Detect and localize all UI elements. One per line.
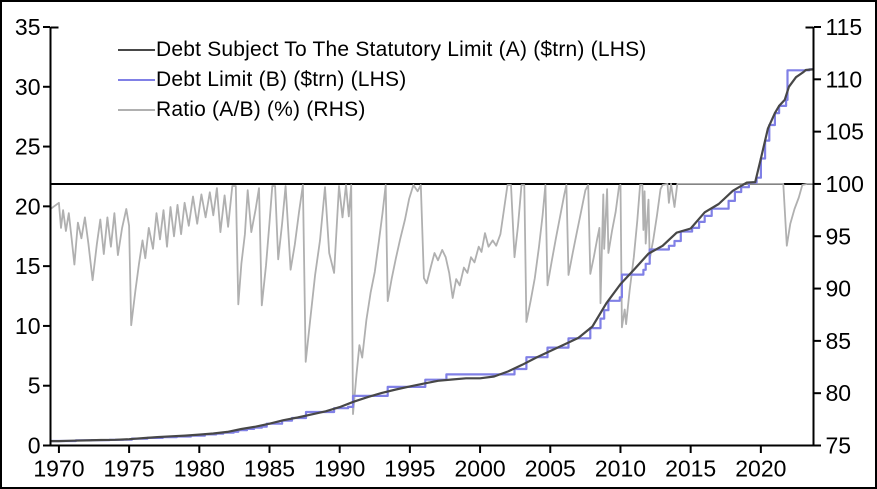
- lhs-tick-label: 35: [15, 14, 41, 40]
- x-tick-label: 1995: [384, 456, 435, 482]
- rhs-tick-label: 75: [826, 433, 852, 459]
- chart-legend: Debt Subject To The Statutory Limit (A) …: [118, 35, 646, 125]
- legend-item-debt-limit: Debt Limit (B) ($trn) (LHS): [118, 65, 646, 95]
- legend-line-swatch-debt-icon: [118, 49, 155, 51]
- legend-line-swatch-ratio-icon: [118, 109, 155, 111]
- lhs-tick-label: 5: [28, 373, 41, 399]
- rhs-tick-label: 80: [826, 380, 852, 406]
- lhs-tick-label: 15: [15, 253, 41, 279]
- lhs-tick-label: 25: [15, 134, 41, 160]
- x-tick-label: 1980: [174, 456, 225, 482]
- series-line-debt: [50, 68, 813, 443]
- rhs-tick-label: 95: [826, 223, 852, 249]
- x-tick-label: 2000: [454, 456, 505, 482]
- lhs-tick-label: 0: [28, 433, 41, 459]
- legend-label-debt-subject: Debt Subject To The Statutory Limit (A) …: [156, 38, 647, 61]
- rhs-tick-label: 100: [826, 171, 864, 197]
- legend-line-swatch-limit-icon: [118, 79, 155, 81]
- legend-label-debt-limit: Debt Limit (B) ($trn) (LHS): [156, 68, 407, 91]
- rhs-tick-label: 110: [826, 66, 863, 92]
- x-tick-label: 1985: [244, 456, 295, 482]
- x-tick-label: 2015: [665, 456, 716, 482]
- x-tick-label: 2010: [595, 456, 646, 482]
- x-tick-label: 2020: [735, 456, 786, 482]
- x-tick-label: 2005: [525, 456, 576, 482]
- lhs-tick-label: 30: [15, 74, 41, 100]
- legend-item-debt-subject: Debt Subject To The Statutory Limit (A) …: [118, 35, 646, 65]
- rhs-tick-label: 115: [826, 14, 863, 40]
- x-tick-label: 1970: [33, 456, 84, 482]
- series-line-ratio: [49, 183, 813, 415]
- x-tick-label: 1990: [314, 456, 365, 482]
- rhs-tick-label: 105: [826, 119, 864, 145]
- rhs-tick-label: 85: [826, 328, 852, 354]
- x-tick-label: 1975: [104, 456, 155, 482]
- lhs-tick-label: 20: [15, 193, 41, 219]
- rhs-tick-label: 90: [826, 276, 852, 302]
- lhs-tick-label: 10: [15, 313, 41, 339]
- legend-item-ratio: Ratio (A/B) (%) (RHS): [118, 95, 646, 125]
- legend-label-ratio: Ratio (A/B) (%) (RHS): [156, 98, 366, 121]
- series-line-debt-limit: [50, 68, 814, 443]
